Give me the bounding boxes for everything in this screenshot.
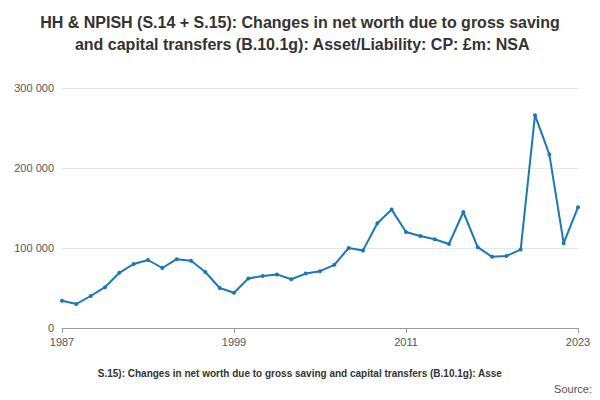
svg-text:Source:: Source:	[554, 383, 592, 395]
svg-text:1999: 1999	[222, 336, 246, 348]
svg-text:1987: 1987	[50, 336, 74, 348]
svg-text:2023: 2023	[566, 336, 590, 348]
svg-text:300 000: 300 000	[14, 82, 54, 94]
svg-text:100 000: 100 000	[14, 242, 54, 254]
svg-text:S.15): Changes in net worth du: S.15): Changes in net worth due to gross…	[98, 368, 503, 379]
svg-text:0: 0	[48, 322, 54, 334]
svg-text:HH & NPISH (S.14 + S.15): Chan: HH & NPISH (S.14 + S.15): Changes in net…	[40, 14, 560, 31]
svg-text:and capital transfers (B.10.1g: and capital transfers (B.10.1g): Asset/L…	[70, 36, 530, 53]
svg-text:200 000: 200 000	[14, 162, 54, 174]
svg-text:2011: 2011	[394, 336, 418, 348]
